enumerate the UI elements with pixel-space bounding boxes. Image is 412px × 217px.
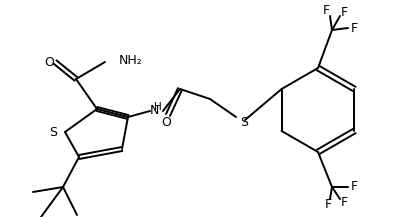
- Text: F: F: [340, 5, 348, 18]
- Text: F: F: [351, 21, 358, 35]
- Text: S: S: [240, 115, 248, 128]
- Text: NH₂: NH₂: [119, 54, 143, 66]
- Text: N: N: [149, 105, 159, 117]
- Text: F: F: [340, 197, 348, 209]
- Text: O: O: [44, 56, 54, 69]
- Text: F: F: [323, 3, 330, 16]
- Text: F: F: [324, 199, 332, 212]
- Text: F: F: [351, 181, 358, 194]
- Text: S: S: [49, 125, 57, 138]
- Text: O: O: [161, 115, 171, 128]
- Text: H: H: [154, 102, 162, 112]
